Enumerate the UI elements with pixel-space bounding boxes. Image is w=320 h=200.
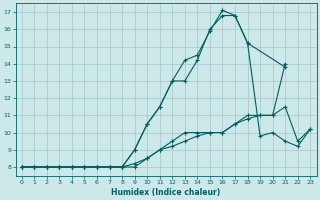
X-axis label: Humidex (Indice chaleur): Humidex (Indice chaleur) bbox=[111, 188, 221, 197]
